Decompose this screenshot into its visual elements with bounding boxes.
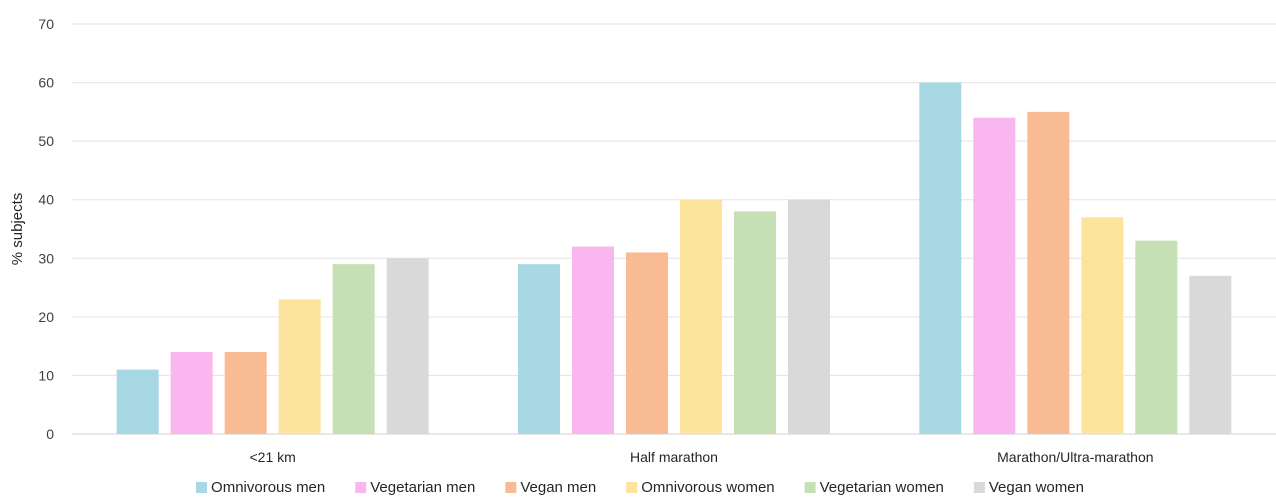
legend: Omnivorous men Vegetarian men Vegan men Omn…: [196, 479, 1084, 496]
y-tick-label: 60: [38, 75, 54, 91]
bar: [1027, 111, 1070, 434]
bar: [224, 352, 267, 434]
legend-item: Omnivorous men: [196, 479, 325, 496]
bars: [116, 82, 1232, 435]
y-tick-label: 70: [38, 16, 54, 32]
legend-swatch: [626, 482, 638, 493]
legend-label: Omnivorous women: [641, 479, 774, 496]
bar: [386, 258, 429, 434]
y-tick-label: 50: [38, 133, 54, 149]
bar: [788, 199, 830, 434]
bar: [1081, 217, 1124, 434]
legend-item: Vegan men: [505, 479, 596, 496]
legend-item: Vegetarian men: [355, 479, 475, 496]
legend-swatch: [505, 482, 517, 493]
legend-item: Vegetarian women: [804, 479, 944, 496]
x-axis-categories: <21 km Half marathon Marathon/Ultra-marath…: [250, 449, 1154, 465]
legend-item: Omnivorous women: [626, 479, 775, 496]
bar: [626, 252, 668, 434]
bar: [1189, 275, 1232, 434]
legend-swatch: [355, 482, 367, 493]
y-axis-ticks: 0 10 20 30 40 50 60 70: [38, 16, 54, 442]
bar: [278, 299, 321, 434]
y-tick-label: 10: [38, 367, 54, 383]
x-category-label: Marathon/Ultra-marathon: [997, 449, 1153, 465]
gridlines: [72, 23, 1276, 435]
y-tick-label: 20: [38, 309, 54, 325]
legend-swatch: [973, 482, 985, 493]
bar: [572, 246, 614, 434]
x-category-label: <21 km: [250, 449, 296, 465]
legend-label: Vegetarian women: [820, 479, 944, 496]
y-tick-label: 0: [46, 426, 54, 442]
legend-swatch: [196, 482, 208, 493]
legend-item: Vegan women: [973, 479, 1084, 496]
bar: [973, 117, 1016, 434]
bar: [116, 369, 159, 434]
legend-label: Vegan men: [520, 479, 596, 496]
legend-label: Vegetarian men: [370, 479, 475, 496]
legend-label: Vegan women: [989, 479, 1084, 496]
y-tick-label: 30: [38, 250, 54, 266]
bar: [518, 264, 560, 434]
y-tick-label: 40: [38, 192, 54, 208]
bar: [734, 211, 776, 434]
legend-swatch: [804, 482, 816, 493]
bar: [680, 199, 722, 434]
x-category-label: Half marathon: [630, 449, 718, 465]
bar: [919, 82, 962, 435]
bar: [170, 352, 213, 434]
bar: [1135, 240, 1178, 434]
bar: [332, 264, 375, 434]
legend-label: Omnivorous men: [211, 479, 325, 496]
y-axis-label: % subjects: [9, 193, 26, 266]
